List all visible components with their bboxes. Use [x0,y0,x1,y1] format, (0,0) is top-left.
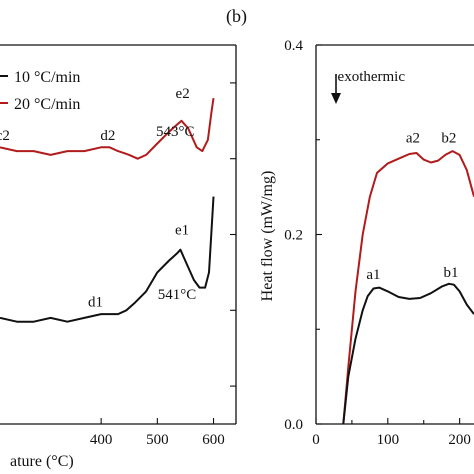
right-y-tick-label: 0.4 [284,38,303,54]
right-x-tick-label-100: 100 [377,432,400,448]
right-x-tick-label-0: 0 [312,432,320,448]
right-x-ticks: 0 100 200 [312,418,471,448]
left-series-line-2 [0,97,215,160]
left-annotation-4: d1 [88,295,103,311]
left-series-line-1 [0,196,215,323]
right-annotation-1: b2 [441,131,456,147]
right-series-line-2 [342,282,474,425]
left-x-tick-label-500: 500 [146,432,169,448]
legend-label-10: 10 °C/min [14,69,80,86]
right-series-group [342,150,474,425]
left-annotations: c2 d2 e2 543°C d1 e1 541°C [0,86,196,310]
left-annotation-0: c2 [0,128,10,144]
right-y-tick-label: 0.0 [284,417,303,433]
left-x-tick-label-400: 400 [90,432,113,448]
left-x-axis-label: ature (°C) [10,453,74,470]
left-series-group [0,97,215,323]
left-annotation-2: e2 [176,86,190,102]
legend: 10 °C/min 20 °C/min [0,69,80,113]
left-x-tick-label-600: 600 [202,432,225,448]
right-annotation-0: a2 [406,131,420,147]
right-annotations: a2 b2 a1 b1 exothermic [338,69,459,283]
left-annotation-1: d2 [100,128,115,144]
left-annotation-6: 541°C [158,287,197,303]
exothermic-arrow-icon [331,74,341,104]
right-x-tick-label-200: 200 [448,432,471,448]
right-series-line-1 [342,150,474,425]
right-annotation-2: a1 [366,267,380,283]
left-annotation-5: e1 [175,223,189,239]
left-right-ticks [230,82,236,387]
right-y-axis-label: Heat flow (mW/mg) [259,171,276,302]
right-y-tick-label: 0.2 [284,228,303,244]
legend-label-20: 20 °C/min [14,96,80,113]
panel-label: (b) [226,6,247,27]
right-panel: 0.0 0.2 0.4 0 100 200 a2 b2 a1 b1 exothermic Hea… [259,38,474,448]
left-panel: 400 500 600 c2 d2 e2 543°C d1 e1 541°C ature (°C… [0,44,237,470]
right-y-ticks: 0.0 0.2 0.4 [284,38,322,433]
right-annotation-3: b1 [444,265,459,281]
left-annotation-3: 543°C [156,124,195,140]
right-annotation-4: exothermic [338,69,406,85]
left-x-ticks: 400 500 600 [90,418,225,448]
